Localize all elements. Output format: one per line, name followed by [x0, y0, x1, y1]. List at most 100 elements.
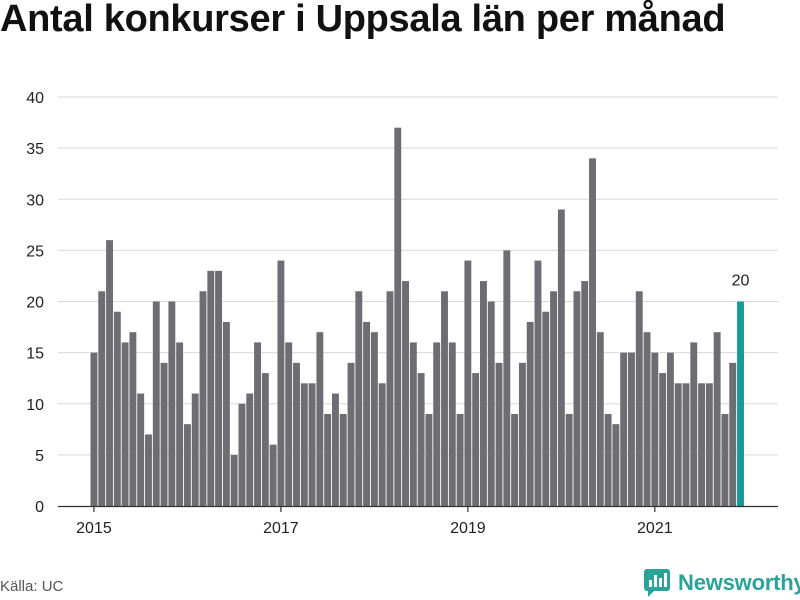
y-tick-label: 35 — [26, 141, 44, 158]
bar — [199, 291, 207, 506]
bar — [635, 291, 643, 506]
y-tick-label: 5 — [35, 448, 44, 465]
bar — [238, 403, 246, 506]
bar — [113, 311, 121, 506]
chart-title: Antal konkurser i Uppsala län per månad — [0, 0, 726, 40]
x-tick-label: 2015 — [76, 520, 112, 537]
bar — [386, 291, 394, 506]
bar — [526, 321, 534, 506]
newsworthy-logo-icon — [644, 569, 670, 597]
y-tick-label: 40 — [26, 90, 44, 107]
bar — [277, 260, 285, 506]
bar — [487, 301, 495, 506]
bar — [355, 291, 363, 506]
bar — [168, 301, 176, 506]
bar — [659, 373, 667, 506]
bar — [254, 342, 261, 506]
bar — [183, 424, 191, 506]
bar — [331, 393, 339, 506]
bar — [347, 362, 355, 506]
bar — [620, 352, 628, 507]
bar — [721, 413, 729, 506]
y-tick-label: 15 — [26, 346, 44, 363]
bar — [565, 413, 573, 506]
bar — [152, 301, 160, 506]
bar — [713, 332, 721, 506]
brand-logo: Newsworthy — [644, 568, 800, 598]
bar — [456, 413, 464, 506]
bar — [191, 393, 199, 506]
bar — [690, 342, 698, 506]
bar — [145, 434, 152, 506]
bar — [394, 127, 402, 507]
bar — [300, 383, 308, 506]
bar — [596, 332, 604, 506]
data-label-last: 20 — [732, 273, 750, 290]
bar — [293, 362, 300, 506]
bar — [698, 383, 706, 506]
bar — [316, 332, 324, 506]
bar — [339, 413, 347, 506]
y-tick-label: 25 — [26, 243, 44, 260]
x-tick-label: 2017 — [263, 520, 299, 537]
bar — [729, 362, 737, 506]
x-axis: 2015 2017 2019 2021 — [58, 505, 778, 537]
x-tick-label: 2019 — [450, 520, 486, 537]
bar — [557, 209, 565, 507]
bar — [215, 270, 223, 506]
bar — [370, 332, 378, 506]
bar — [98, 291, 106, 506]
bar — [705, 383, 713, 506]
bar — [589, 158, 596, 506]
bar — [417, 373, 425, 506]
bar — [106, 240, 113, 506]
bar — [90, 352, 98, 507]
bar — [448, 342, 456, 506]
bar — [674, 383, 682, 506]
source-note: Källa: UC — [0, 578, 64, 595]
bar — [222, 321, 230, 506]
bar — [518, 362, 526, 506]
bar — [363, 321, 371, 506]
bar — [604, 413, 612, 506]
bar — [511, 413, 519, 506]
bar — [129, 332, 137, 506]
bar — [472, 373, 480, 506]
bar — [550, 291, 558, 506]
bar — [425, 413, 433, 506]
bar — [269, 444, 277, 506]
bar — [666, 352, 674, 507]
bar — [246, 393, 254, 506]
bar — [464, 260, 472, 506]
bar — [480, 281, 487, 506]
bar — [137, 393, 145, 506]
bars — [90, 127, 744, 507]
y-tick-label: 30 — [26, 192, 44, 209]
brand-name: Newsworthy — [678, 570, 800, 595]
bar — [230, 454, 238, 507]
bar — [628, 352, 635, 507]
bar — [121, 342, 129, 506]
bar — [308, 383, 316, 506]
bar — [409, 342, 417, 506]
bar — [503, 250, 511, 507]
bar-highlight — [737, 301, 744, 506]
bar — [612, 424, 620, 506]
data-labels: 20 — [732, 273, 750, 290]
bar — [441, 291, 448, 506]
bar — [643, 332, 651, 506]
bar — [285, 342, 293, 506]
bar — [542, 311, 550, 506]
bar — [261, 373, 269, 506]
bar — [207, 270, 215, 506]
bar — [682, 383, 690, 506]
y-tick-label: 0 — [35, 499, 44, 516]
y-tick-label: 10 — [26, 397, 44, 414]
bar — [581, 281, 589, 506]
bar — [573, 291, 581, 506]
bar — [160, 362, 168, 506]
bar — [534, 260, 542, 506]
y-axis-ticks: 0 5 10 15 20 25 30 35 40 — [26, 90, 44, 516]
bar — [495, 362, 503, 506]
